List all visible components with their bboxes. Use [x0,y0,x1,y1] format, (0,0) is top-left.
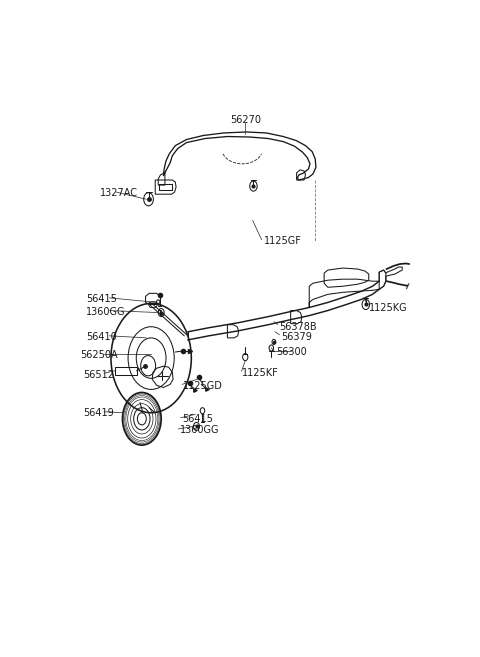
Text: 56300: 56300 [276,346,307,357]
Text: 56270: 56270 [230,116,261,125]
Text: 56250A: 56250A [81,350,118,359]
Text: 1125KG: 1125KG [369,302,408,313]
Text: 56415: 56415 [182,414,213,424]
Text: 56378B: 56378B [279,322,317,332]
Text: 1360GG: 1360GG [180,425,219,435]
Text: 1125KF: 1125KF [242,369,279,378]
Text: 1125GF: 1125GF [264,236,302,246]
Text: 1327AC: 1327AC [100,188,138,198]
Text: 1125GD: 1125GD [183,381,223,391]
Text: 56415: 56415 [86,294,117,304]
Text: 56379: 56379 [281,332,312,342]
Text: 56410: 56410 [86,332,117,342]
Text: 1360GG: 1360GG [86,307,126,317]
Text: 56512: 56512 [83,370,114,380]
Text: 56419: 56419 [83,408,114,418]
